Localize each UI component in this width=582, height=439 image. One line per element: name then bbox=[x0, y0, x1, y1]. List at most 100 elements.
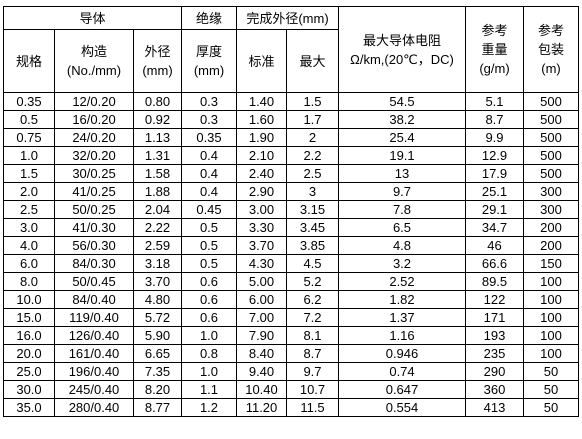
spec-cell: 16.0 bbox=[3, 326, 55, 345]
header-row-1: 导体 绝缘 完成外径(mm) 最大导体电阻 Ω/km,(20℃，DC) 参考 重… bbox=[3, 6, 579, 93]
thickness-cell: 1.0 bbox=[181, 326, 237, 345]
conductor-od-cell: 7.35 bbox=[133, 362, 182, 381]
max-resistance-cell: 6.5 bbox=[338, 218, 466, 237]
structure-cell: 84/0.30 bbox=[54, 254, 134, 273]
standard-od-cell: 7.00 bbox=[236, 308, 287, 327]
structure-cell: 32/0.20 bbox=[54, 146, 134, 165]
conductor-od-cell: 6.65 bbox=[133, 344, 182, 363]
structure-cell: 41/0.25 bbox=[54, 182, 134, 201]
ref-pack-cell: 150 bbox=[523, 254, 579, 273]
max-od-cell: 11.5 bbox=[286, 398, 339, 417]
spec-cell: 20.0 bbox=[3, 344, 55, 363]
max-resistance-header-line1: 最大导体电阻 bbox=[362, 32, 441, 48]
table-row: 10.0 84/0.40 4.80 0.6 6.00 6.2 1.82 122 100 bbox=[3, 290, 579, 309]
ref-pack-cell: 50 bbox=[523, 380, 579, 399]
conductor-od-cell: 1.88 bbox=[133, 182, 182, 201]
max-od-cell: 8.7 bbox=[286, 344, 339, 363]
max-od-header: 最大 bbox=[286, 29, 339, 93]
table-row: 2.0 41/0.25 1.88 0.4 2.90 3 9.7 25.1 300 bbox=[3, 182, 579, 201]
conductor-od-cell: 4.80 bbox=[133, 290, 182, 309]
table-row: 30.0 245/0.40 8.20 1.1 10.40 10.7 0.647 360 50 bbox=[3, 380, 579, 399]
table-header: 导体 绝缘 完成外径(mm) 最大导体电阻 Ω/km,(20℃，DC) 参考 重… bbox=[3, 6, 579, 93]
table-row: 25.0 196/0.40 7.35 1.0 9.40 9.7 0.74 290 50 bbox=[3, 362, 579, 381]
max-od-cell: 3.15 bbox=[286, 200, 339, 219]
structure-cell: 119/0.40 bbox=[54, 308, 134, 327]
max-od-cell: 2 bbox=[286, 128, 339, 147]
max-od-cell: 8.1 bbox=[286, 326, 339, 345]
header-row-2: 规格 构造 (No./mm) 外径 (mm) 厚度 (mm) 标准 最大 bbox=[3, 29, 579, 93]
ref-weight-cell: 193 bbox=[465, 326, 524, 345]
max-od-cell: 10.7 bbox=[286, 380, 339, 399]
spec-cell: 0.5 bbox=[3, 110, 55, 129]
spec-cell: 4.0 bbox=[3, 236, 55, 255]
max-resistance-cell: 0.74 bbox=[338, 362, 466, 381]
conductor-od-header-line1: 外径 bbox=[144, 44, 171, 59]
standard-od-cell: 2.10 bbox=[236, 146, 287, 165]
max-od-cell: 2.5 bbox=[286, 164, 339, 183]
max-od-cell: 1.5 bbox=[286, 92, 339, 111]
structure-cell: 16/0.20 bbox=[54, 110, 134, 129]
ref-pack-header: 参考 包装 (m) bbox=[523, 6, 579, 93]
table-row: 8.0 50/0.45 3.70 0.6 5.00 5.2 2.52 89.5 100 bbox=[3, 272, 579, 291]
standard-od-cell: 3.00 bbox=[236, 200, 287, 219]
structure-cell: 84/0.40 bbox=[54, 290, 134, 309]
insulation-group-header: 绝缘 bbox=[181, 6, 237, 30]
standard-od-cell: 1.40 bbox=[236, 92, 287, 111]
structure-cell: 126/0.40 bbox=[54, 326, 134, 345]
standard-od-cell: 11.20 bbox=[236, 398, 287, 417]
thickness-cell: 0.5 bbox=[181, 254, 237, 273]
ref-weight-header: 参考 重量 (g/m) bbox=[465, 6, 524, 93]
max-resistance-cell: 1.16 bbox=[338, 326, 466, 345]
standard-od-cell: 9.40 bbox=[236, 362, 287, 381]
thickness-cell: 0.6 bbox=[181, 272, 237, 291]
thickness-header: 厚度 (mm) bbox=[181, 29, 237, 93]
max-resistance-cell: 9.7 bbox=[338, 182, 466, 201]
standard-od-cell: 7.90 bbox=[236, 326, 287, 345]
conductor-od-cell: 1.13 bbox=[133, 128, 182, 147]
max-od-cell: 1.7 bbox=[286, 110, 339, 129]
max-od-cell: 3.85 bbox=[286, 236, 339, 255]
thickness-cell: 1.0 bbox=[181, 362, 237, 381]
spec-cell: 6.0 bbox=[3, 254, 55, 273]
conductor-od-header: 外径 (mm) bbox=[133, 29, 182, 93]
thickness-cell: 1.1 bbox=[181, 380, 237, 399]
thickness-cell: 0.45 bbox=[181, 200, 237, 219]
ref-weight-cell: 360 bbox=[465, 380, 524, 399]
ref-weight-cell: 171 bbox=[465, 308, 524, 327]
ref-weight-cell: 25.1 bbox=[465, 182, 524, 201]
thickness-header-line1: 厚度 bbox=[195, 44, 222, 59]
max-resistance-cell: 25.4 bbox=[338, 128, 466, 147]
max-resistance-cell: 38.2 bbox=[338, 110, 466, 129]
ref-weight-cell: 66.6 bbox=[465, 254, 524, 273]
standard-od-cell: 4.30 bbox=[236, 254, 287, 273]
standard-od-cell: 10.40 bbox=[236, 380, 287, 399]
structure-cell: 50/0.25 bbox=[54, 200, 134, 219]
ref-weight-cell: 8.7 bbox=[465, 110, 524, 129]
ref-weight-cell: 34.7 bbox=[465, 218, 524, 237]
max-od-cell: 5.2 bbox=[286, 272, 339, 291]
max-od-cell: 7.2 bbox=[286, 308, 339, 327]
standard-od-cell: 3.70 bbox=[236, 236, 287, 255]
standard-od-cell: 8.40 bbox=[236, 344, 287, 363]
spec-cell: 1.0 bbox=[3, 146, 55, 165]
conductor-od-cell: 0.92 bbox=[133, 110, 182, 129]
standard-od-cell: 2.40 bbox=[236, 164, 287, 183]
max-resistance-cell: 13 bbox=[338, 164, 466, 183]
ref-pack-cell: 50 bbox=[523, 362, 579, 381]
ref-pack-cell: 50 bbox=[523, 398, 579, 417]
table-row: 4.0 56/0.30 2.59 0.5 3.70 3.85 4.8 46 200 bbox=[3, 236, 579, 255]
max-resistance-cell: 3.2 bbox=[338, 254, 466, 273]
structure-cell: 196/0.40 bbox=[54, 362, 134, 381]
thickness-cell: 0.4 bbox=[181, 164, 237, 183]
thickness-cell: 1.2 bbox=[181, 398, 237, 417]
max-resistance-cell: 7.8 bbox=[338, 200, 466, 219]
structure-header: 构造 (No./mm) bbox=[54, 29, 134, 93]
structure-cell: 12/0.20 bbox=[54, 92, 134, 111]
table-row: 35.0 280/0.40 8.77 1.2 11.20 11.5 0.554 413 50 bbox=[3, 398, 579, 417]
ref-weight-cell: 122 bbox=[465, 290, 524, 309]
max-resistance-cell: 19.1 bbox=[338, 146, 466, 165]
max-resistance-cell: 2.52 bbox=[338, 272, 466, 291]
ref-pack-cell: 200 bbox=[523, 236, 579, 255]
conductor-od-cell: 8.20 bbox=[133, 380, 182, 399]
table-row: 15.0 119/0.40 5.72 0.6 7.00 7.2 1.37 171 100 bbox=[3, 308, 579, 327]
